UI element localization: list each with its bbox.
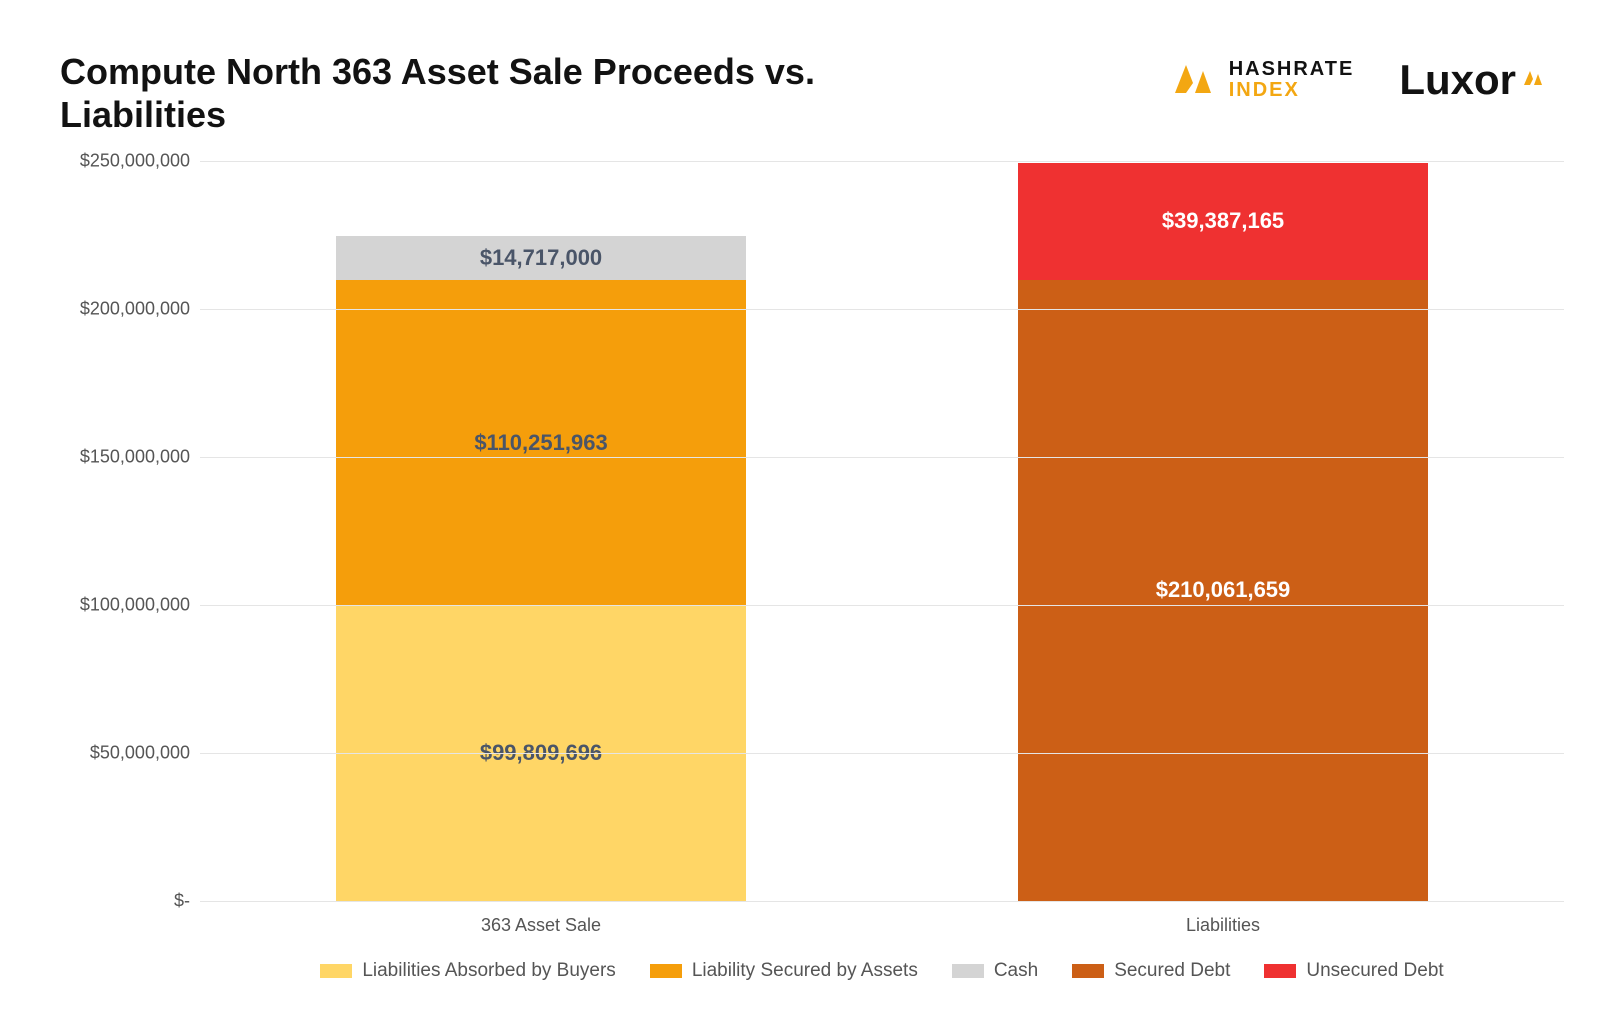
- hashrate-index-text: HASHRATE INDEX: [1229, 59, 1355, 101]
- luxor-text: Luxor: [1399, 56, 1516, 104]
- gridline: [200, 605, 1564, 606]
- x-axis: 363 Asset SaleLiabilities: [200, 901, 1564, 936]
- chart-container: Compute North 363 Asset Sale Proceeds vs…: [0, 0, 1624, 1018]
- legend-item: Cash: [952, 960, 1038, 982]
- y-tick-label: $150,000,000: [80, 447, 190, 468]
- y-tick-label: $200,000,000: [80, 299, 190, 320]
- legend-label: Secured Debt: [1114, 960, 1230, 982]
- plot-row: $-$50,000,000$100,000,000$150,000,000$20…: [60, 161, 1564, 901]
- y-axis: $-$50,000,000$100,000,000$150,000,000$20…: [60, 161, 200, 901]
- header: Compute North 363 Asset Sale Proceeds vs…: [60, 50, 1564, 136]
- legend-label: Liabilities Absorbed by Buyers: [362, 960, 615, 982]
- legend: Liabilities Absorbed by Buyers Liability …: [200, 936, 1564, 988]
- legend-item: Secured Debt: [1072, 960, 1230, 982]
- category-column: $210,061,659$39,387,165: [882, 161, 1564, 901]
- bar-stack: $210,061,659$39,387,165: [1018, 161, 1427, 901]
- legend-swatch: [320, 964, 352, 978]
- gridline: [200, 901, 1564, 902]
- bar-segment: $39,387,165: [1018, 163, 1427, 280]
- y-tick-label: $50,000,000: [90, 743, 190, 764]
- y-tick-label: $250,000,000: [80, 151, 190, 172]
- category-column: $99,809,696$110,251,963$14,717,000: [200, 161, 882, 901]
- gridline: [200, 457, 1564, 458]
- legend-swatch: [1072, 964, 1104, 978]
- bars-layer: $99,809,696$110,251,963$14,717,000 $210,0…: [200, 161, 1564, 901]
- luxor-logo: Luxor: [1399, 56, 1544, 104]
- gridline: [200, 161, 1564, 162]
- legend-swatch: [952, 964, 984, 978]
- chart-area: $- $50,000,000 $100,000,000 $150,000,000 $20…: [60, 161, 1564, 988]
- logo-group: HASHRATE INDEX Luxor: [1169, 50, 1564, 104]
- legend-swatch: [650, 964, 682, 978]
- legend-swatch: [1264, 964, 1296, 978]
- hashrate-line2: INDEX: [1229, 80, 1355, 101]
- legend-label: Unsecured Debt: [1306, 960, 1443, 982]
- legend-label: Liability Secured by Assets: [692, 960, 918, 982]
- legend-item: Liabilities Absorbed by Buyers: [320, 960, 615, 982]
- x-tick-label: Liabilities: [882, 901, 1564, 936]
- legend-item: Liability Secured by Assets: [650, 960, 918, 982]
- gridline: [200, 309, 1564, 310]
- legend-item: Unsecured Debt: [1264, 960, 1443, 982]
- hashrate-index-icon: [1169, 59, 1215, 102]
- bar-segment: $14,717,000: [336, 236, 745, 280]
- y-tick-label: $-: [174, 891, 190, 912]
- gridline: [200, 753, 1564, 754]
- bar-segment: $110,251,963: [336, 280, 745, 606]
- legend-label: Cash: [994, 960, 1038, 982]
- luxor-accent-icon: [1522, 69, 1544, 92]
- hashrate-index-logo: HASHRATE INDEX: [1169, 59, 1355, 102]
- bar-segment: $210,061,659: [1018, 280, 1427, 901]
- plot-area: $99,809,696$110,251,963$14,717,000 $210,0…: [200, 161, 1564, 901]
- hashrate-line1: HASHRATE: [1229, 59, 1355, 80]
- chart-title: Compute North 363 Asset Sale Proceeds vs…: [60, 50, 920, 136]
- y-tick-label: $100,000,000: [80, 595, 190, 616]
- bar-stack: $99,809,696$110,251,963$14,717,000: [336, 161, 745, 901]
- x-tick-label: 363 Asset Sale: [200, 901, 882, 936]
